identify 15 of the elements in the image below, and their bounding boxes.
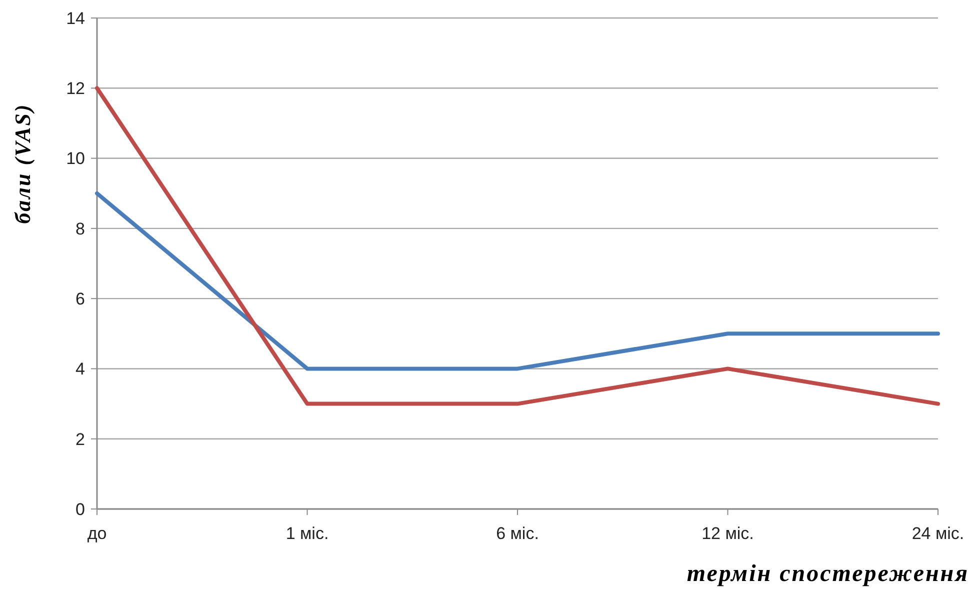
y-tick-label: 14 bbox=[66, 8, 85, 28]
x-tick-label: 1 міс. bbox=[286, 524, 329, 543]
y-tick-label: 10 bbox=[66, 149, 85, 168]
x-tick-label: 12 міс. bbox=[702, 524, 754, 543]
x-axis-title: термін спостереження bbox=[686, 561, 969, 587]
y-tick-label: 4 bbox=[76, 360, 85, 379]
y-tick-label: 6 bbox=[76, 290, 85, 309]
y-tick-label: 2 bbox=[76, 430, 85, 449]
y-tick-label: 12 bbox=[66, 79, 85, 98]
x-tick-label: 6 міс. bbox=[496, 524, 539, 543]
y-tick-label: 0 bbox=[76, 500, 85, 519]
x-tick-label: до bbox=[87, 524, 107, 543]
x-tick-label: 24 міс. bbox=[912, 524, 964, 543]
y-axis-title: бали (VAS) bbox=[10, 103, 35, 224]
y-tick-label: 8 bbox=[76, 219, 85, 238]
